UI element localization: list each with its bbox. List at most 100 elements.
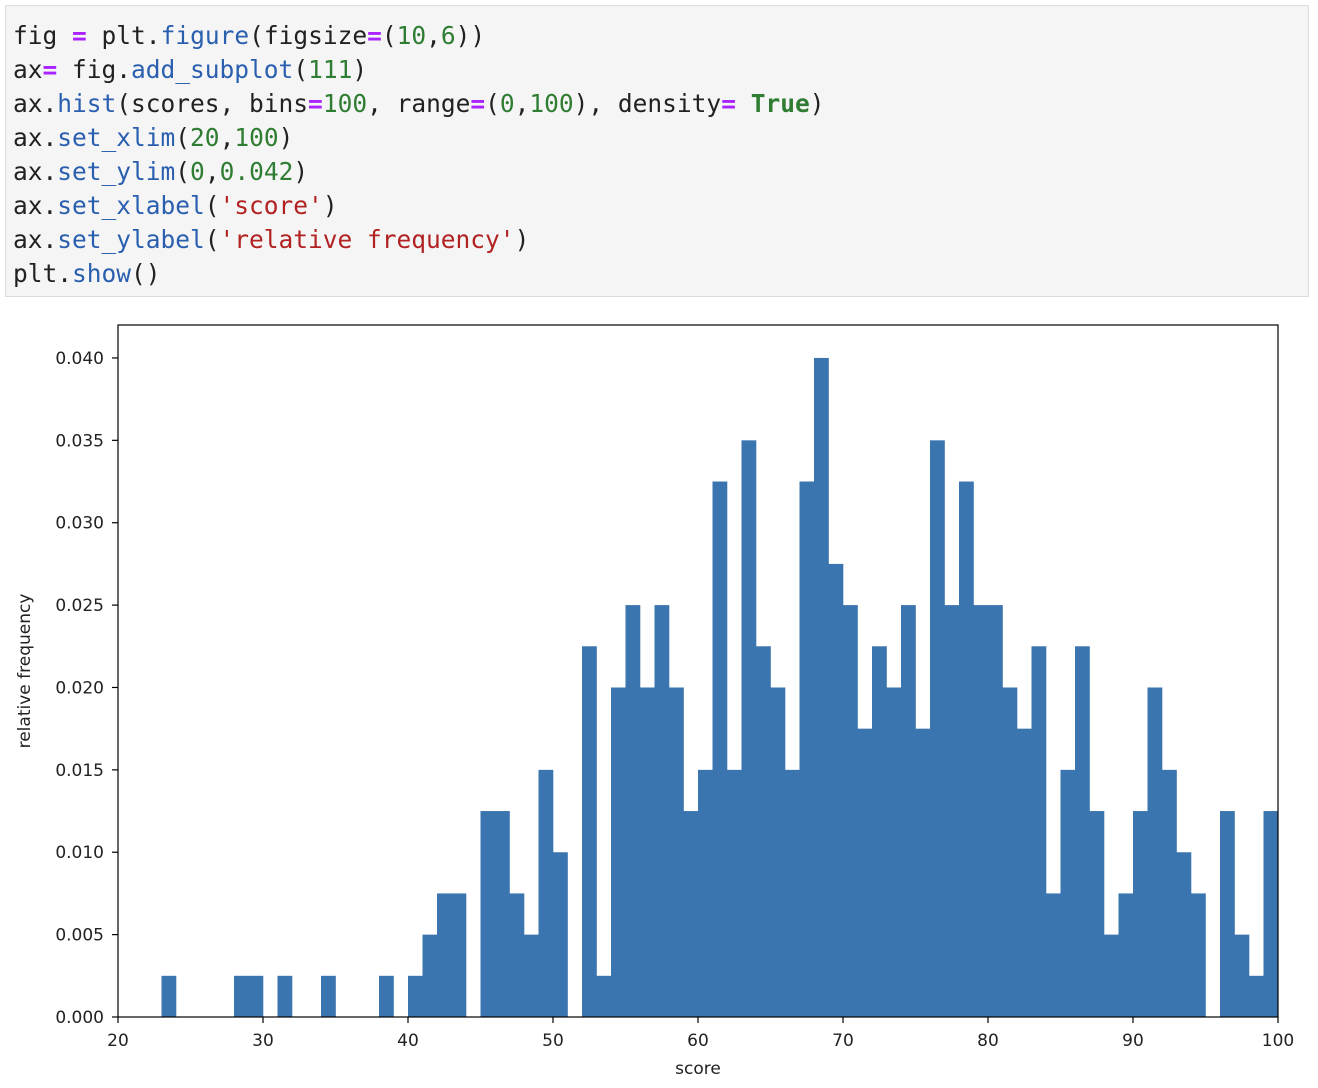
code-token: ,: [514, 89, 530, 118]
histogram-bar: [828, 563, 844, 1017]
code-token: 111: [308, 55, 353, 84]
histogram-bar: [988, 605, 1003, 1017]
histogram-bar: [727, 769, 742, 1017]
code-token: ax.: [13, 89, 58, 118]
code-token: 10: [396, 21, 427, 50]
y-tick-label: 0.040: [55, 349, 104, 369]
histogram-bar: [379, 975, 394, 1017]
histogram-bars: [161, 357, 1279, 1017]
y-tick-label: 0.025: [55, 596, 104, 616]
code-line[interactable]: ax.set_xlim(20,100): [13, 121, 825, 155]
code-token: add_subplot: [131, 55, 294, 84]
y-tick-label: 0.030: [55, 514, 104, 534]
code-token: 0: [499, 89, 515, 118]
code-token: ,: [219, 123, 235, 152]
histogram-bar: [901, 605, 916, 1017]
code-token: 0: [190, 157, 205, 186]
histogram-bar: [712, 481, 728, 1017]
histogram-chart: 20 30 40 50 60 70 80 90 100 0.000 0.005 0.010 0.015…: [15, 324, 1294, 1079]
histogram-bar: [654, 605, 670, 1017]
code-token: =: [470, 89, 486, 118]
code-token: ax.: [13, 225, 58, 254]
code-token: hist: [57, 89, 117, 118]
code-line[interactable]: fig = plt.figure(figsize=(10,6)): [13, 19, 825, 53]
code-token: 100: [322, 89, 368, 118]
histogram-bar: [1147, 687, 1163, 1017]
code-line[interactable]: ax.set_ylabel('relative frequency'): [13, 223, 825, 257]
histogram-bar: [1220, 811, 1235, 1017]
code-token: (: [204, 191, 220, 220]
histogram-bar: [1191, 893, 1206, 1017]
histogram-bar: [611, 687, 626, 1017]
histogram-bar: [553, 852, 568, 1017]
code-token: )): [455, 21, 486, 50]
histogram-bar: [1249, 975, 1264, 1017]
code-token: fig.: [57, 55, 132, 84]
y-tick-label: 0.010: [55, 843, 104, 863]
histogram-bar: [1104, 934, 1119, 1017]
code-line[interactable]: ax.hist(scores, bins=100, range=(0,100),…: [13, 87, 825, 121]
histogram-bar: [1002, 687, 1018, 1017]
histogram-bar: [1162, 769, 1177, 1017]
code-token: 100: [234, 123, 279, 152]
histogram-bar: [596, 975, 612, 1017]
code-token: ), density: [573, 89, 722, 118]
code-token: =: [72, 21, 87, 50]
histogram-bar: [1176, 852, 1192, 1017]
code-token: =: [721, 89, 736, 118]
code-token: 6: [440, 21, 456, 50]
y-tick-label: 0.000: [55, 1008, 104, 1028]
histogram-bar: [915, 728, 931, 1017]
code-token: set_ylim: [57, 157, 176, 186]
code-token: figure: [160, 21, 250, 50]
histogram-bar: [930, 440, 945, 1017]
histogram-bar: [756, 646, 771, 1017]
code-token: (scores, bins: [116, 89, 309, 118]
code-token: plt.: [13, 259, 73, 288]
histogram-bar: [872, 646, 887, 1017]
code-token: =: [367, 21, 382, 50]
code-token: (: [293, 55, 309, 84]
code-line[interactable]: ax.set_xlabel('score'): [13, 189, 825, 223]
histogram-bar: [248, 975, 264, 1017]
histogram-bar: [1031, 646, 1047, 1017]
code-token: ,: [426, 21, 441, 50]
code-token: ax.: [13, 157, 58, 186]
y-tick-label: 0.005: [55, 926, 104, 946]
y-axis-label: relative frequency: [15, 594, 35, 749]
code-token: ax.: [13, 191, 58, 220]
code-token: 100: [529, 89, 574, 118]
code-token: 'score': [219, 191, 323, 220]
code-line[interactable]: ax.set_ylim(0,0.042): [13, 155, 825, 189]
code-line[interactable]: ax= fig.add_subplot(111): [13, 53, 825, 87]
histogram-bar: [1263, 811, 1279, 1017]
histogram-bar: [480, 811, 496, 1017]
histogram-bar: [538, 769, 554, 1017]
histogram-bar: [683, 811, 699, 1017]
histogram-bar: [944, 605, 960, 1017]
code-token: ): [322, 191, 338, 220]
histogram-bar: [959, 481, 974, 1017]
code-token: =: [42, 55, 58, 84]
code-token: 0.042: [219, 157, 294, 186]
histogram-bar: [161, 975, 177, 1017]
code-line[interactable]: plt.show(): [13, 257, 825, 291]
histogram-bar: [437, 893, 452, 1017]
code-cell[interactable]: fig = plt.figure(figsize=(10,6)) ax= fig.…: [5, 5, 1309, 297]
code-token: show: [72, 259, 132, 288]
histogram-bar: [1089, 811, 1105, 1017]
x-tick-label: 50: [542, 1031, 564, 1051]
code-token: ): [809, 89, 825, 118]
code-token: ax: [13, 55, 43, 84]
histogram-bar: [814, 357, 829, 1017]
x-tick-label: 70: [832, 1031, 854, 1051]
histogram-bar: [857, 728, 873, 1017]
histogram-bar: [1118, 893, 1134, 1017]
code-token: set_xlabel: [57, 191, 205, 220]
code-block[interactable]: fig = plt.figure(figsize=(10,6)) ax= fig.…: [13, 19, 825, 291]
y-tick-label: 0.020: [55, 678, 104, 698]
histogram-bar: [669, 687, 684, 1017]
code-token: (: [175, 123, 191, 152]
histogram-bar: [234, 975, 249, 1017]
code-token: [736, 89, 751, 118]
